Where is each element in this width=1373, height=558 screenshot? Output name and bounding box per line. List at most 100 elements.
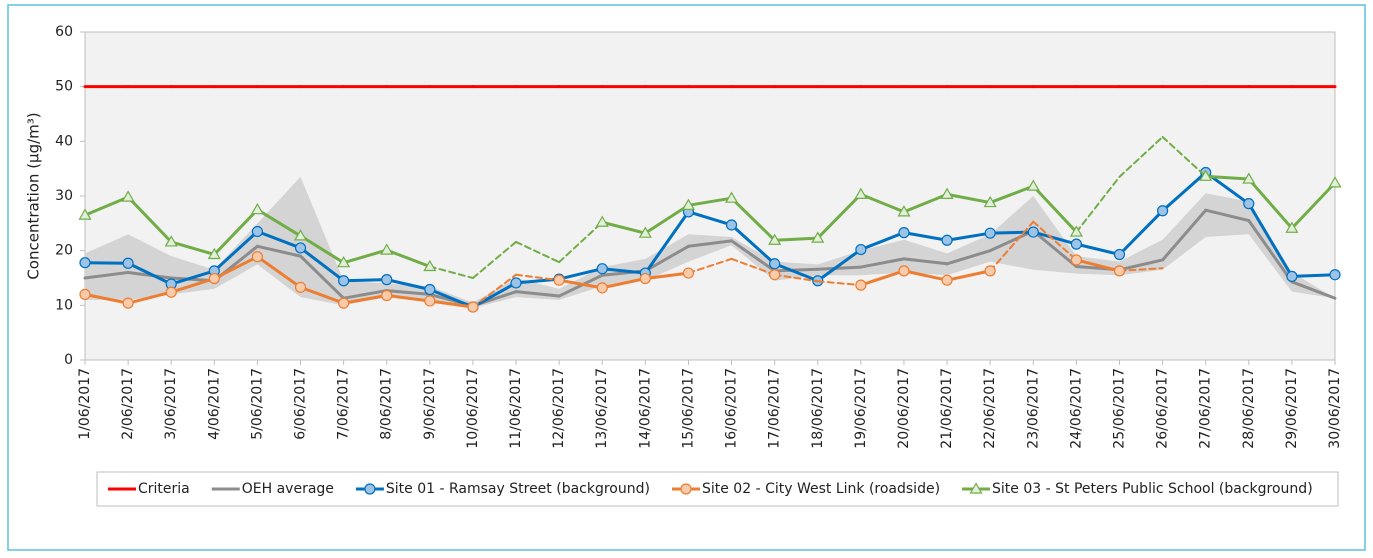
- y-tick-label: 30: [55, 188, 73, 204]
- y-tick-label: 60: [55, 24, 73, 40]
- x-tick-label: 10/06/2017: [465, 368, 481, 449]
- y-tick-label: 20: [55, 243, 73, 259]
- point: [768, 233, 782, 245]
- line-segment: [1031, 229, 1078, 269]
- point: [725, 191, 739, 203]
- legend-entry: Site 03 - St Peters Public School (backg…: [962, 481, 1313, 497]
- point: [1286, 270, 1298, 282]
- point: [381, 274, 393, 286]
- legend-entry: Site 01 - Ramsay Street (background): [355, 481, 650, 497]
- line-segment: [988, 229, 1035, 253]
- point: [78, 208, 92, 220]
- legend-label: Site 03 - St Peters Public School (backg…: [992, 481, 1313, 497]
- line-segment: [471, 273, 518, 308]
- x-tick-label: 5/06/2017: [249, 368, 265, 440]
- line-segment: [299, 254, 346, 300]
- point: [984, 227, 996, 239]
- point: [1070, 254, 1082, 266]
- point: [79, 288, 91, 300]
- line-segment: [471, 281, 518, 309]
- y-tick-label: 0: [64, 352, 73, 368]
- line-segment: [83, 195, 130, 217]
- line-segment: [643, 244, 690, 273]
- line-segment: [989, 220, 1035, 272]
- line-segment: [730, 223, 777, 266]
- point: [855, 279, 867, 291]
- point: [1328, 176, 1342, 188]
- line-segment: [773, 273, 819, 283]
- point: [681, 198, 695, 210]
- point: [725, 219, 738, 231]
- point: [596, 263, 608, 275]
- line-segment: [1031, 184, 1078, 234]
- line-segment: [945, 192, 992, 205]
- point: [941, 234, 953, 246]
- legend-box: [96, 471, 1339, 507]
- x-tick-label: 30/06/2017: [1327, 368, 1343, 449]
- point: [423, 259, 437, 272]
- x-tick-label: 25/06/2017: [1111, 368, 1127, 449]
- point: [251, 225, 264, 238]
- line-segment: [299, 285, 346, 305]
- line-segment: [945, 249, 992, 266]
- point: [596, 282, 608, 294]
- point: [79, 257, 91, 269]
- line-segment: [83, 271, 130, 280]
- y-tick-label: 40: [55, 133, 73, 149]
- point: [338, 297, 350, 309]
- point: [769, 269, 781, 281]
- point: [682, 267, 695, 279]
- line-segment: [1075, 175, 1121, 234]
- line-segment: [945, 231, 992, 242]
- point: [293, 229, 308, 241]
- point: [294, 242, 307, 254]
- point: [164, 235, 178, 247]
- legend-label: Site 02 - City West Link (roadside): [702, 481, 940, 497]
- legend-entry: OEH average: [211, 481, 334, 497]
- line-segment: [1161, 135, 1207, 178]
- x-tick-label: 23/06/2017: [1025, 368, 1041, 449]
- line-segment: [385, 289, 432, 296]
- line-segment: [859, 192, 906, 214]
- point: [467, 301, 479, 313]
- point: [251, 251, 264, 263]
- point: [424, 295, 436, 307]
- line-segment: [212, 230, 259, 273]
- line-segment: [255, 230, 303, 250]
- x-tick-label: 24/06/2017: [1068, 368, 1084, 449]
- line-segment: [385, 248, 432, 269]
- line-segment: [515, 240, 561, 264]
- line-segment: [1204, 208, 1251, 223]
- point: [1285, 221, 1299, 233]
- line-segment: [816, 265, 863, 271]
- point: [941, 274, 953, 286]
- series: [79, 220, 1164, 313]
- point: [969, 482, 983, 494]
- line-segment: [1031, 230, 1078, 246]
- line-segment: [773, 262, 820, 283]
- line-segment: [859, 269, 906, 287]
- line-segment: [600, 277, 647, 290]
- point: [855, 243, 867, 256]
- line-segment: [385, 293, 432, 303]
- line-segment: [816, 280, 862, 287]
- line-segment: [816, 248, 863, 283]
- point: [510, 277, 522, 289]
- line-segment: [1117, 209, 1165, 256]
- point: [1242, 172, 1256, 184]
- line-segment: [1161, 208, 1208, 262]
- x-tick-label: 15/06/2017: [680, 368, 696, 449]
- point: [1113, 265, 1126, 277]
- line-segment: [385, 278, 432, 291]
- x-tick-label: 27/06/2017: [1198, 368, 1214, 449]
- point: [1027, 226, 1039, 238]
- point: [1070, 238, 1082, 250]
- line-segment: [83, 292, 130, 305]
- line-segment: [255, 208, 303, 238]
- line-segment: [859, 257, 906, 269]
- legend-label: Site 01 - Ramsay Street (background): [386, 481, 650, 497]
- line-segment: [1247, 219, 1294, 284]
- x-tick-label: 29/06/2017: [1284, 368, 1300, 449]
- line-segment: [557, 267, 604, 281]
- point: [1113, 248, 1126, 261]
